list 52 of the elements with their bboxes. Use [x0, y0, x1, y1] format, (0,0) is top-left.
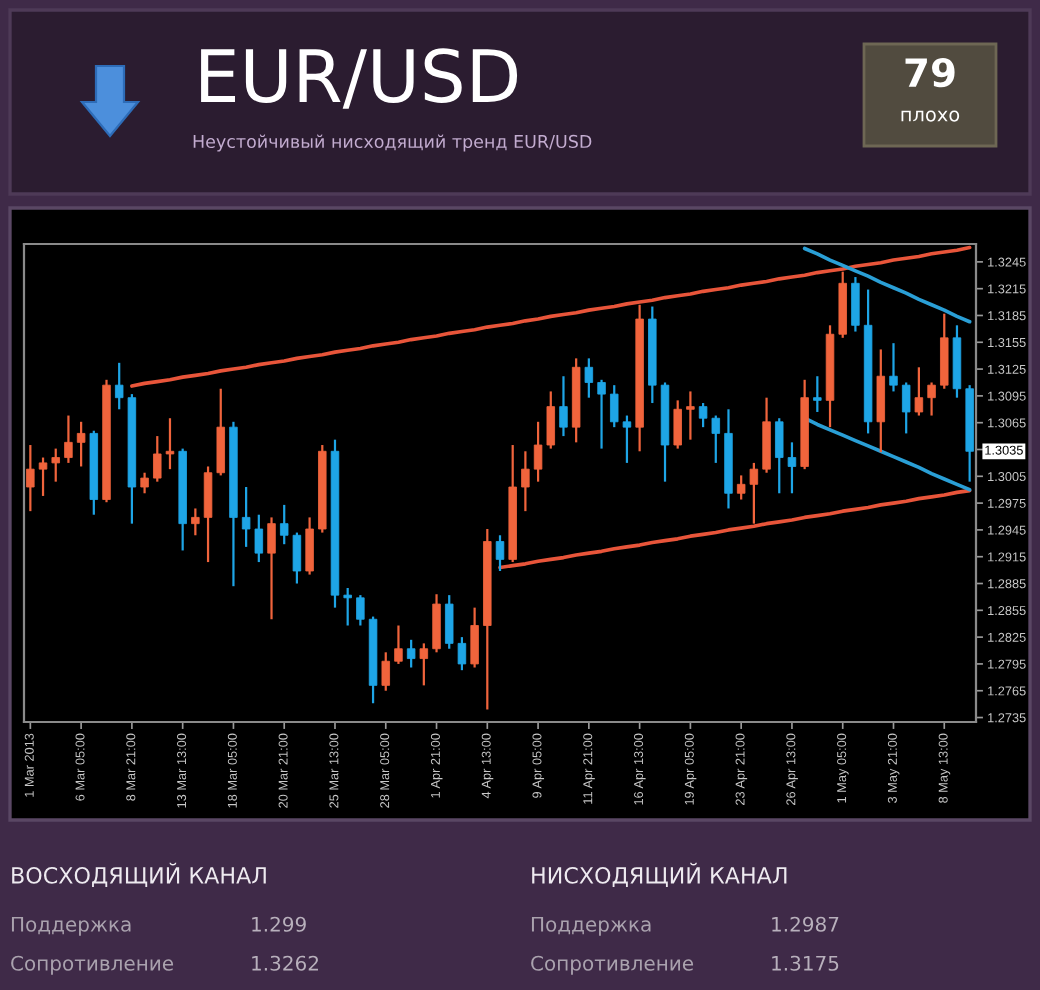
data-label: 1.2987	[772, 916, 839, 932]
candlestick	[153, 434, 162, 483]
candlestick	[851, 275, 860, 333]
candlestick	[940, 312, 949, 390]
candlestick	[343, 586, 352, 627]
candlestick	[495, 534, 505, 573]
candlestick	[927, 381, 936, 417]
data-label: 1.299	[252, 916, 306, 932]
text: НИСХОДЯЩИЙ КАНАЛ	[532, 862, 787, 887]
category-label: Поддержка	[11, 916, 131, 936]
candlestick	[889, 342, 898, 393]
candlestick	[51, 447, 60, 483]
candlestick	[140, 471, 149, 495]
candlestick	[914, 366, 924, 417]
candlestick	[432, 593, 441, 654]
chart-subtitle: Неустойчивый нисходящий тренд EUR/USD	[193, 134, 592, 152]
line-series	[130, 245, 972, 388]
category-label: Поддержка	[531, 916, 651, 936]
candlestick	[813, 375, 822, 414]
candlestick	[521, 450, 530, 513]
candlestick	[597, 378, 606, 450]
data-label: 1.3175	[772, 955, 839, 971]
text: 79	[905, 57, 955, 88]
candlestick	[394, 624, 403, 666]
candlestick	[673, 399, 682, 450]
candlestick	[686, 390, 695, 441]
candlestick	[64, 414, 73, 465]
candlestick	[559, 375, 568, 438]
text: ВОСХОДЯЩИЙ КАНАЛ	[12, 862, 266, 887]
candlestick	[76, 420, 86, 468]
candlestick	[165, 417, 175, 471]
data-label: 1.3262	[252, 955, 318, 971]
candlestick	[38, 456, 48, 498]
candlestick	[762, 396, 771, 474]
candlestick	[381, 651, 390, 692]
candlestick	[305, 516, 314, 576]
candlestick	[26, 443, 35, 513]
candlestick	[406, 638, 416, 669]
candlestick	[267, 516, 276, 621]
candlestick	[901, 381, 911, 435]
candlestick	[356, 594, 365, 627]
candlestick	[470, 606, 479, 669]
candlestick	[419, 642, 429, 687]
candlestick	[584, 357, 594, 399]
category-label: Сопротивление	[531, 955, 694, 975]
chart-title: EUR/USD	[201, 48, 518, 109]
line-series	[802, 246, 972, 324]
category-label: Сопротивление	[11, 955, 174, 975]
candlestick	[876, 348, 886, 454]
candlestick	[191, 507, 200, 537]
line-series	[498, 488, 972, 570]
text: плохо	[901, 110, 960, 122]
